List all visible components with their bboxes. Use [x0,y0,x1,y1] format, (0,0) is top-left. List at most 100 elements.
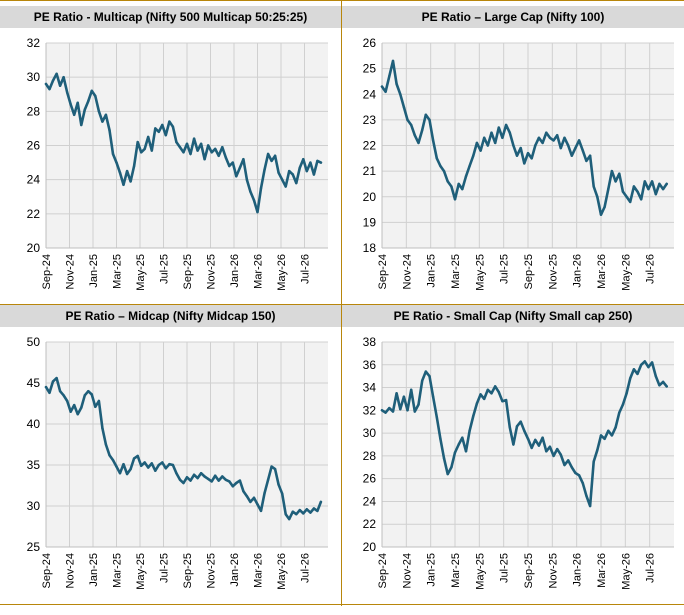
data-point [402,105,406,109]
data-point [157,130,160,133]
x-tick-label: Jul-25 [159,553,171,583]
data-point [104,113,108,117]
data-point [395,82,398,86]
data-point [231,485,234,488]
data-point [654,193,657,196]
data-point [235,175,238,178]
data-point [270,465,273,468]
data-point [435,416,438,419]
data-point [534,144,537,147]
data-point [288,517,291,521]
data-point [537,136,541,139]
data-point [136,140,139,144]
chart-title: PE Ratio – Large Cap (Nifty 100) [342,6,684,28]
data-point [494,385,497,388]
x-tick-label: Mar-25 [450,254,462,289]
x-tick-label: Mar-25 [112,254,124,289]
data-point [552,139,555,142]
data-point [58,390,62,393]
data-point [421,128,424,132]
data-point [632,368,636,371]
data-point [249,500,252,504]
data-point [277,483,280,486]
data-point [90,89,94,92]
data-point [588,504,592,508]
data-point [115,465,118,468]
y-tick-label: 22 [363,139,377,153]
data-point [545,450,548,453]
data-point [224,478,227,481]
data-point [291,173,294,176]
data-point [552,454,555,458]
data-point [132,164,136,168]
data-point [574,471,577,475]
x-tick-label: Jul-25 [499,254,511,284]
x-tick-label: Nov-24 [65,553,77,588]
data-point [196,476,199,480]
data-point [570,466,573,469]
y-tick-label: 45 [27,376,41,390]
vertical-divider [341,0,342,606]
data-point [150,149,153,152]
x-tick-label: Sep-24 [41,553,53,588]
data-point [643,180,646,183]
data-point [424,113,427,117]
data-point [621,403,625,406]
data-point [154,469,157,472]
midcap-chart: 25 30 35 40 45 50 Sep-24 Nov-24 Jan-25 Mar-25 May-… [27,335,328,590]
data-point [319,500,323,504]
data-point [431,139,435,142]
data-point [483,136,486,139]
y-tick-label: 36 [363,358,377,372]
data-point [665,182,668,186]
data-point [87,390,90,393]
data-point [545,131,548,134]
multicap-chart-panel: PE Ratio - Multicap (Nifty 500 Multicap … [0,6,341,304]
x-tick-label: Jan-26 [572,553,584,587]
data-point [87,99,90,103]
data-point [164,467,167,470]
data-point [182,151,185,154]
data-point [66,399,69,403]
data-point [486,388,489,391]
y-tick-label: 25 [363,62,377,76]
y-tick-label: 28 [363,449,377,463]
data-point [570,154,573,157]
data-point [175,472,178,475]
x-tick-label: Nov-25 [206,254,218,289]
data-point [446,472,449,476]
data-point [563,136,566,139]
data-point [66,91,69,94]
data-point [199,472,203,475]
data-point [512,443,515,446]
x-tick-label: Mar-26 [253,254,265,289]
data-point [402,395,406,398]
x-tick-label: Nov-25 [206,553,218,588]
data-point [185,142,189,145]
data-point [192,137,196,140]
data-point [618,172,621,175]
x-tick-label: May-26 [276,254,288,291]
y-tick-label: 19 [363,215,377,229]
data-point [647,365,650,369]
data-point [461,436,464,439]
data-point [288,169,291,173]
data-point [140,464,143,467]
data-point [391,59,395,63]
smallcap-chart: 20 22 24 26 28 30 32 34 36 38 Sep-24 Nov-24 Jan-25 Ma… [363,335,674,590]
data-point [122,183,125,186]
x-tick-label: Jan-26 [229,254,241,288]
data-point [618,411,621,414]
data-point [442,457,446,460]
data-point [629,200,632,204]
data-point [150,462,153,465]
data-point [508,131,511,134]
data-point [44,82,48,86]
data-point [224,156,227,159]
x-tick-label: Jan-25 [88,254,100,288]
data-point [636,372,639,376]
data-point [658,384,661,387]
data-point [475,402,479,405]
data-point [217,479,220,482]
x-tick-label: May-25 [474,553,486,590]
